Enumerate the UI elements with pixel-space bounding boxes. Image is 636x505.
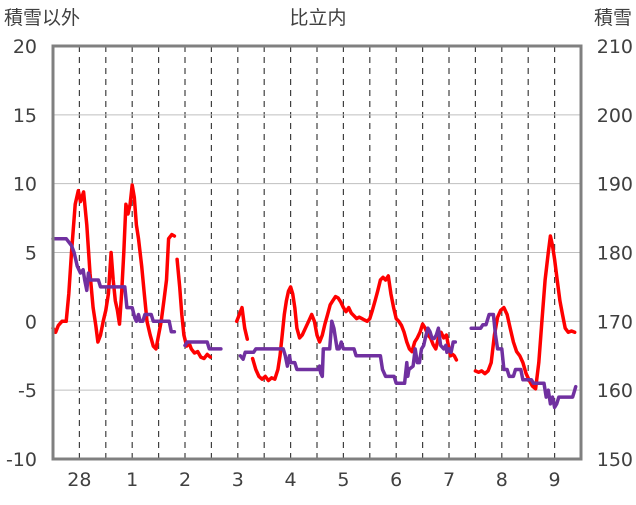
x-tick-label: 2 — [179, 469, 191, 491]
x-tick-label: 1 — [126, 469, 138, 491]
left-tick-label: 5 — [25, 243, 37, 265]
axis-tick-labels: 20 15 10 5 0 -5 -10 210 200 190 180 170 160 150 28 1 2 3 4… — [6, 36, 633, 491]
x-tick-label: 7 — [443, 469, 455, 491]
right-axis-label: 積雪 — [594, 7, 632, 29]
snow-depth-line — [469, 312, 578, 410]
x-tick-label: 6 — [390, 469, 402, 491]
right-tick-label: 150 — [597, 449, 633, 471]
other-series-line — [250, 274, 459, 383]
series-lines — [51, 183, 578, 410]
right-tick-label: 160 — [597, 380, 633, 402]
x-tick-label: 28 — [67, 469, 91, 491]
chart-title: 比立内 — [289, 7, 346, 29]
x-tick-label: 9 — [549, 469, 561, 491]
x-tick-label: 5 — [337, 469, 349, 491]
left-tick-label: 15 — [13, 105, 37, 127]
right-tick-label: 170 — [597, 311, 633, 333]
left-tick-label: 10 — [13, 174, 37, 196]
left-tick-label: 20 — [13, 36, 37, 58]
x-tick-label: 8 — [496, 469, 508, 491]
left-tick-label: -10 — [6, 449, 37, 471]
right-tick-label: 210 — [597, 36, 633, 58]
other-series-line — [234, 305, 250, 341]
left-tick-label: -5 — [18, 380, 37, 402]
x-tick-label: 3 — [232, 469, 244, 491]
right-tick-label: 200 — [597, 105, 633, 127]
right-tick-label: 190 — [597, 174, 633, 196]
right-tick-label: 180 — [597, 243, 633, 265]
snow-depth-line — [238, 319, 458, 386]
other-series-line — [473, 234, 577, 391]
snow-depth-line — [51, 236, 177, 334]
plot-area-frame — [51, 44, 583, 461]
other-series-line — [175, 257, 213, 361]
x-tick-label: 4 — [285, 469, 297, 491]
left-tick-label: 0 — [25, 311, 37, 333]
other-series-line — [51, 183, 177, 351]
left-axis-label: 積雪以外 — [4, 7, 80, 29]
snow-depth-line — [183, 340, 223, 351]
